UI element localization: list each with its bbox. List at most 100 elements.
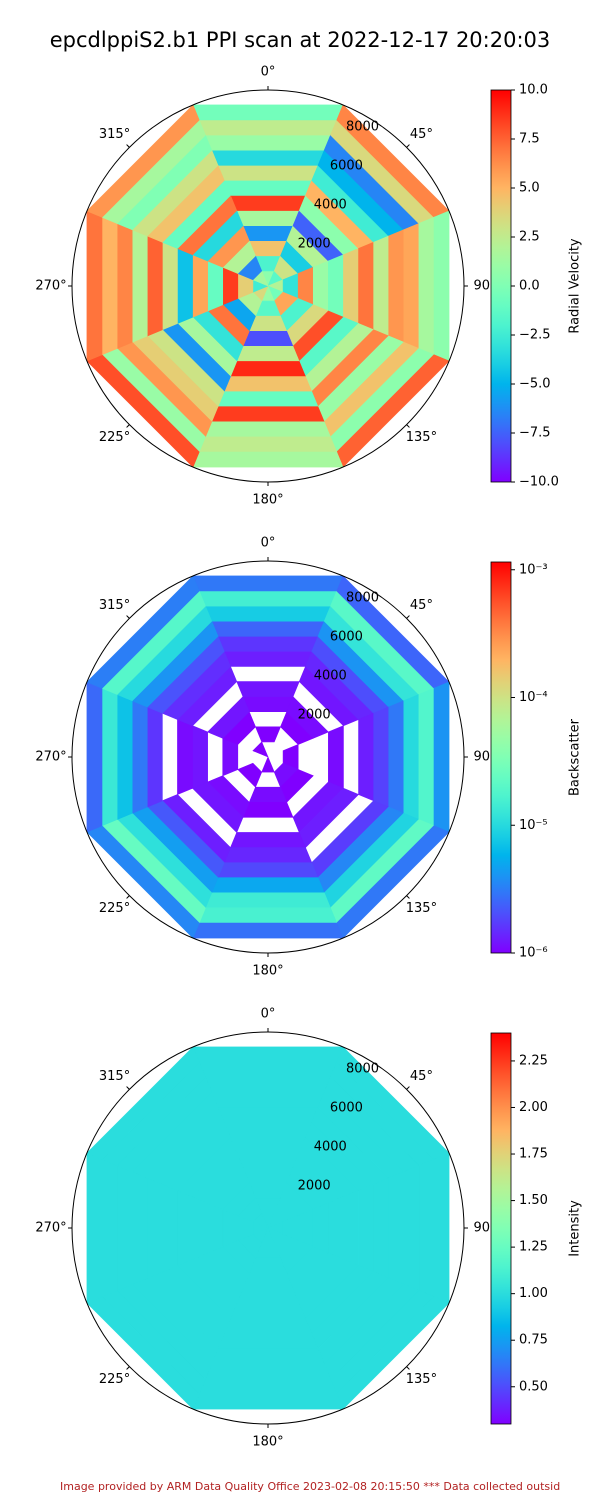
colorbar-label: Backscatter <box>568 718 583 796</box>
range-cell <box>237 762 263 788</box>
range-cell <box>217 164 319 181</box>
range-cell <box>207 260 224 312</box>
range-cell <box>358 712 374 802</box>
range-cell <box>230 195 306 211</box>
theta-tick-label: 315° <box>99 598 130 613</box>
colorbar-tick-label: 1.50 <box>519 1193 548 1208</box>
range-cell <box>230 1303 306 1319</box>
range-cell <box>192 451 344 468</box>
colorbar-tick-label: 2.00 <box>519 1100 548 1115</box>
colorbar <box>490 89 512 483</box>
theta-tick-label: 180° <box>252 493 283 508</box>
theta-tick-label: 45° <box>410 1069 433 1084</box>
range-cell <box>403 694 420 820</box>
range-cell <box>388 229 405 343</box>
theta-tick-label: 135° <box>406 901 437 916</box>
range-cell <box>230 1137 306 1153</box>
theta-tick-label: 225° <box>99 901 130 916</box>
theta-tick <box>126 424 130 428</box>
colorbar-label: Intensity <box>568 1200 583 1257</box>
range-cell <box>211 406 325 423</box>
range-cell <box>116 694 133 820</box>
range-cell <box>198 119 338 136</box>
range-cell <box>418 687 435 827</box>
figure-title: epcdlppiS2.b1 PPI scan at 2022-12-17 20:… <box>50 28 551 52</box>
range-cell <box>328 1196 344 1260</box>
range-cell <box>223 180 313 196</box>
colorbar-tick-label: 0.50 <box>519 1379 548 1394</box>
theta-tick <box>126 1086 130 1090</box>
range-cell <box>217 1106 319 1123</box>
range-cell <box>223 1318 313 1334</box>
polar-plot: 0°45°90°135°180°225°270°315°200040006000… <box>35 536 582 979</box>
colorbar-tick-label: 1.75 <box>519 1147 548 1162</box>
range-cell <box>223 847 313 863</box>
range-cell <box>192 104 344 121</box>
range-cell <box>242 1167 294 1184</box>
range-cell <box>418 1158 435 1298</box>
range-cell <box>223 1122 313 1138</box>
range-cell <box>198 590 338 607</box>
range-cell <box>192 922 344 939</box>
colorbar-tick-label: 10.0 <box>519 83 548 98</box>
range-cell <box>86 1152 103 1304</box>
range-cell <box>418 216 435 356</box>
theta-tick-label: 45° <box>410 598 433 613</box>
range-cell <box>192 1046 344 1063</box>
theta-tick-label: 270° <box>35 1221 66 1236</box>
theta-tick-label: 270° <box>35 750 66 765</box>
range-cell <box>211 1348 325 1365</box>
theta-tick-label: 315° <box>99 1069 130 1084</box>
r-tick-label: 6000 <box>330 159 363 174</box>
range-cell <box>230 832 306 848</box>
range-cell <box>177 248 193 324</box>
range-cell <box>205 605 331 622</box>
colorbar <box>490 1032 512 1425</box>
range-cell <box>162 241 178 331</box>
range-cell <box>255 726 281 743</box>
range-cell <box>192 575 344 592</box>
range-cell <box>217 635 319 652</box>
range-cell <box>162 1183 178 1273</box>
range-cell <box>207 696 250 739</box>
range-cell <box>205 892 331 909</box>
colorbar-label: Radial Velocity <box>568 238 583 334</box>
theta-tick <box>126 1366 130 1370</box>
r-tick-label: 8000 <box>346 1062 379 1077</box>
range-cell <box>177 719 193 795</box>
range-cell <box>177 1190 193 1266</box>
range-cell <box>388 1171 405 1285</box>
range-cell <box>211 1091 325 1108</box>
range-cell <box>261 756 275 773</box>
colorbar-tick-label: 0.75 <box>519 1333 548 1348</box>
r-tick-label: 6000 <box>330 1101 363 1116</box>
range-cell <box>433 1152 450 1304</box>
r-tick-label: 2000 <box>298 237 331 252</box>
theta-tick-label: 135° <box>406 1372 437 1387</box>
theta-tick <box>406 1366 410 1370</box>
range-cell <box>211 877 325 894</box>
range-cell <box>131 229 148 343</box>
theta-tick <box>406 615 410 619</box>
range-cell <box>248 786 288 803</box>
range-cell <box>358 1183 374 1273</box>
theta-tick <box>126 895 130 899</box>
theta-tick <box>406 424 410 428</box>
colorbar <box>490 561 512 954</box>
range-cell <box>217 391 319 408</box>
theta-tick-label: 0° <box>261 536 276 551</box>
range-cell <box>252 741 269 758</box>
theta-tick-label: 180° <box>252 964 283 979</box>
footnote: Image provided by ARM Data Quality Offic… <box>60 1480 560 1493</box>
range-cell <box>403 223 420 349</box>
theta-tick-label: 270° <box>35 279 66 294</box>
range-cell <box>328 254 344 318</box>
theta-tick <box>406 144 410 148</box>
range-cell <box>236 1288 300 1304</box>
range-cell <box>343 1190 359 1266</box>
theta-tick-label: 0° <box>261 65 276 80</box>
range-cell <box>236 1152 300 1168</box>
range-cell <box>312 260 329 312</box>
colorbar-tick-label: 10⁻⁶ <box>519 946 548 961</box>
